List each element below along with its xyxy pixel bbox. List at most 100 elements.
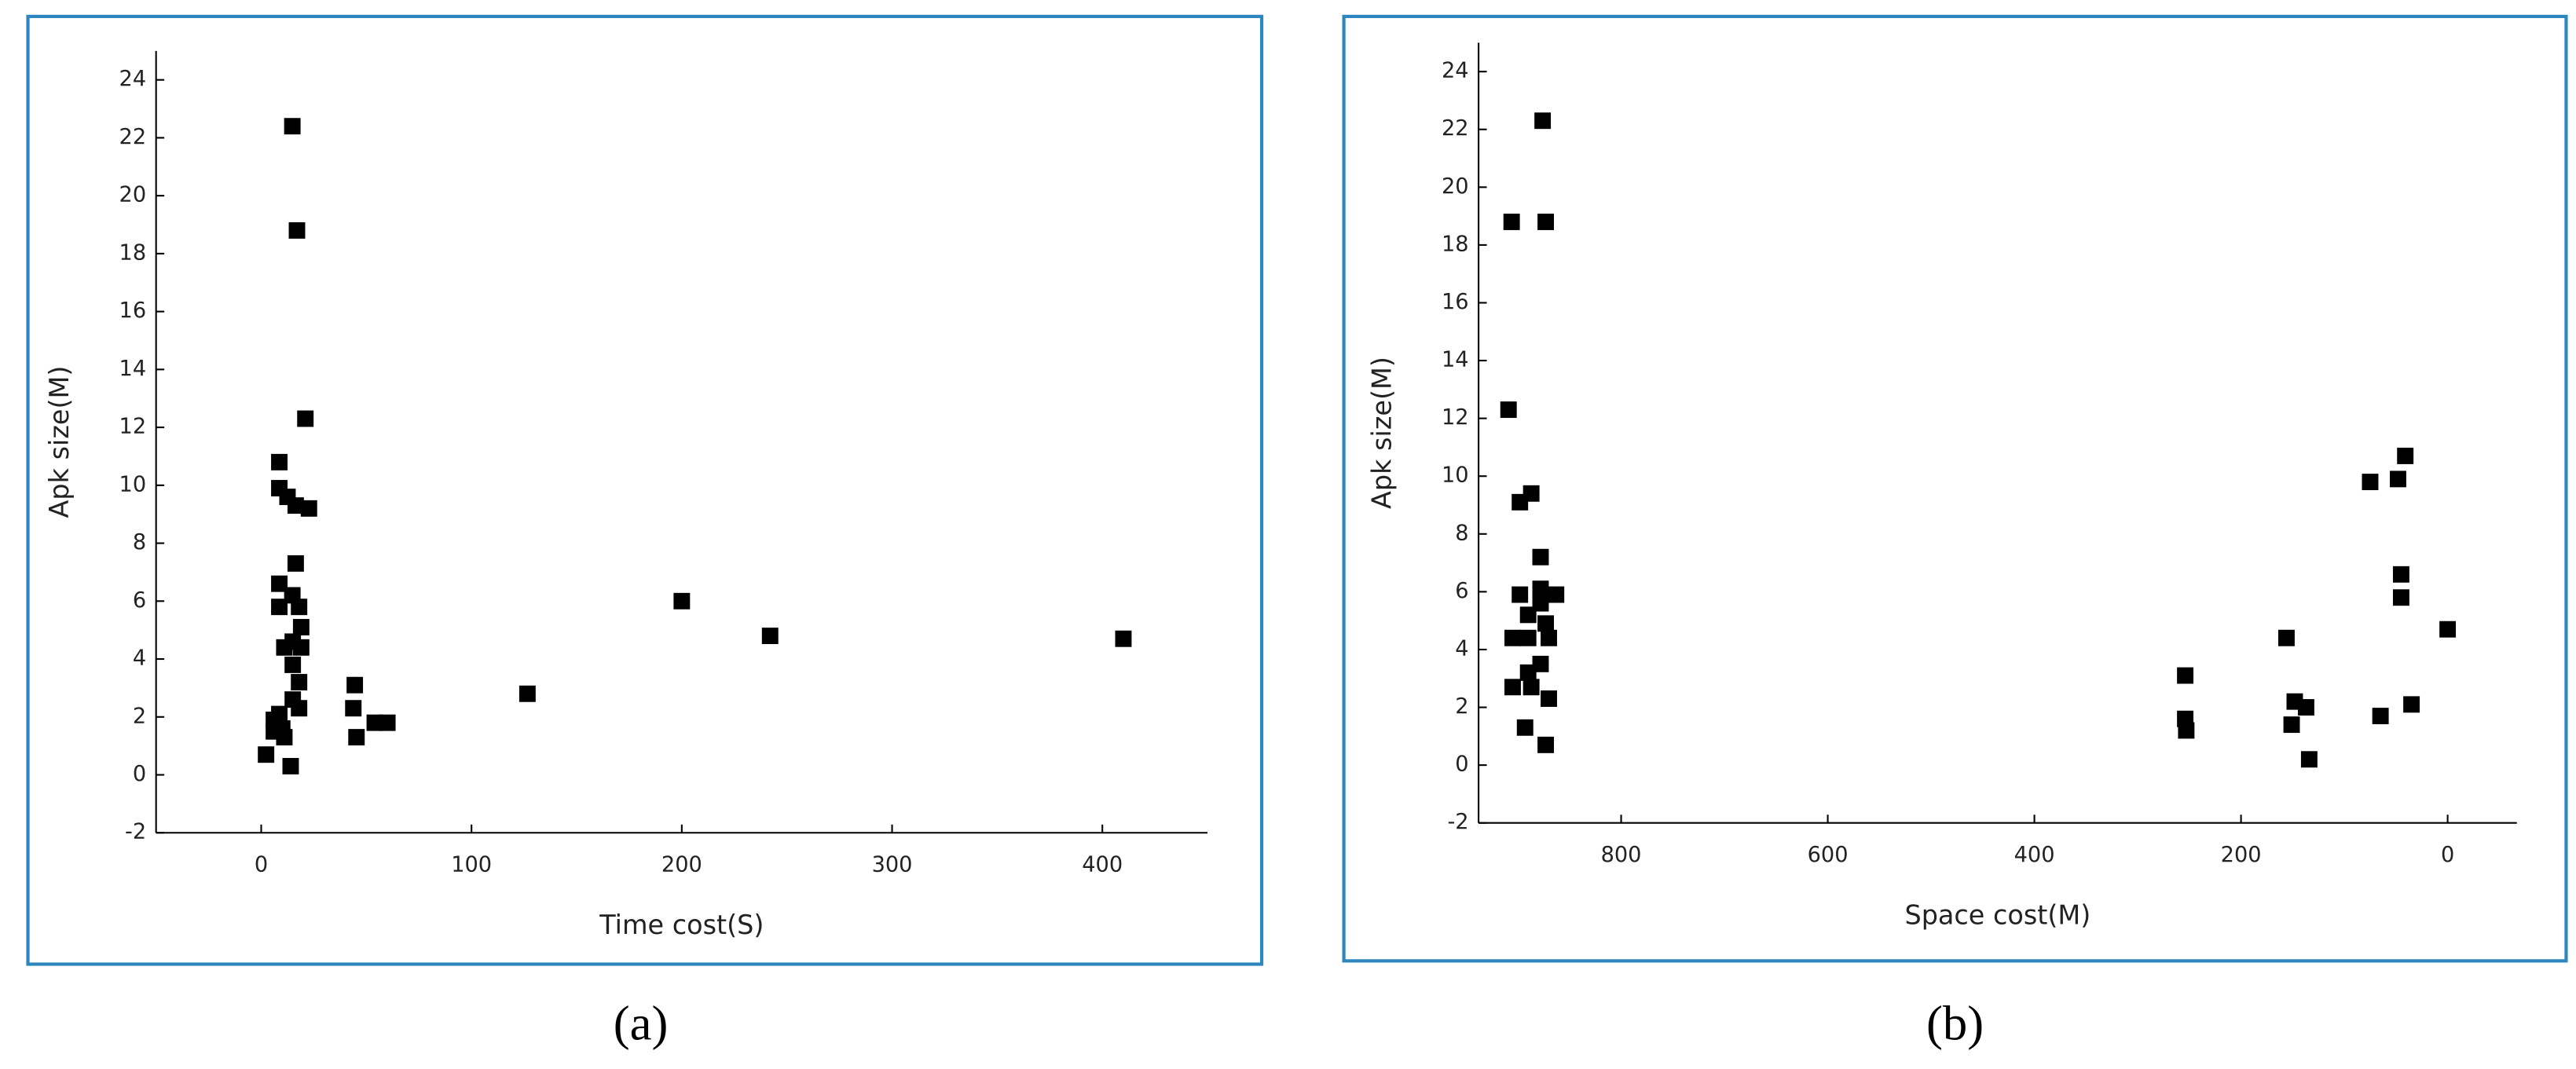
point [2390, 470, 2406, 488]
caption: (a) [614, 995, 669, 1050]
y-tick-label: 12 [1442, 405, 1469, 430]
point [366, 714, 383, 731]
x-tick-label: 600 [1808, 843, 1849, 867]
point [1519, 629, 1537, 646]
y-axis-title: Apk size(M) [44, 366, 75, 518]
point [1548, 586, 1565, 603]
point [271, 575, 288, 592]
point [1523, 485, 1540, 502]
y-tick-label: 2 [133, 704, 146, 728]
x-tick-label: 200 [2221, 843, 2262, 867]
y-tick-label: 18 [119, 240, 147, 265]
y-tick-label: 6 [1455, 579, 1468, 603]
y-tick-label: -2 [1447, 810, 1468, 834]
point [1532, 655, 1549, 672]
point [276, 639, 293, 656]
y-tick-label: 10 [119, 472, 147, 496]
point [1519, 606, 1537, 624]
y-tick-label: 22 [1442, 116, 1469, 141]
point [1534, 112, 1552, 130]
point [346, 676, 364, 694]
y-tick-label: 0 [1455, 752, 1468, 777]
y-tick-label: 24 [1442, 59, 1469, 83]
point [258, 746, 275, 763]
point [1503, 214, 1520, 230]
point [291, 599, 308, 616]
point [300, 500, 317, 517]
point [2178, 722, 2195, 739]
y-tick-label: 20 [1442, 174, 1469, 199]
point [2392, 566, 2409, 583]
point [284, 656, 302, 673]
point [1532, 595, 1549, 612]
point [345, 700, 362, 717]
point [1541, 690, 1557, 707]
point [2397, 448, 2414, 464]
y-tick-label: 4 [1455, 636, 1468, 661]
point [2362, 474, 2379, 491]
point [1519, 664, 1537, 681]
point [1537, 214, 1555, 230]
point [291, 674, 308, 690]
y-tick-label: 8 [1455, 521, 1468, 545]
point [1537, 736, 1555, 753]
y-tick-label: 10 [1442, 463, 1469, 488]
caption: (b) [1926, 995, 1984, 1050]
y-tick-label: 4 [133, 646, 146, 671]
point [282, 757, 299, 774]
y-tick-label: 2 [1455, 694, 1468, 719]
point [379, 714, 396, 731]
x-tick-label: 300 [872, 853, 913, 877]
y-tick-label: 22 [119, 125, 147, 149]
x-tick-label: 400 [1082, 853, 1123, 877]
point [2439, 621, 2457, 638]
point [518, 685, 536, 702]
point [761, 628, 779, 644]
y-tick-label: 6 [133, 588, 146, 613]
point [2403, 696, 2420, 713]
point [1500, 401, 1517, 419]
point [348, 729, 365, 746]
point [1504, 629, 1521, 646]
y-tick-label: 0 [133, 762, 146, 786]
point [292, 619, 310, 635]
point [1532, 580, 1549, 598]
y-tick-label: 12 [119, 415, 147, 439]
y-tick-label: -2 [125, 820, 146, 844]
point [1512, 586, 1529, 603]
point [2297, 699, 2314, 716]
point [276, 729, 293, 746]
x-axis-title: Time cost(S) [599, 910, 764, 940]
point [287, 497, 304, 514]
x-tick-label: 800 [1601, 843, 1642, 867]
point [1532, 548, 1549, 566]
point [297, 410, 314, 427]
point [291, 700, 308, 717]
point [271, 453, 288, 470]
x-tick-label: 100 [451, 853, 492, 877]
point [2392, 589, 2409, 606]
point [284, 118, 301, 135]
y-tick-label: 14 [119, 357, 147, 381]
point [673, 592, 691, 610]
point [292, 639, 310, 656]
point [271, 599, 288, 616]
point [2278, 629, 2295, 646]
x-axis-title: Space cost(M) [1904, 899, 2090, 930]
point [1504, 679, 1521, 696]
point [288, 221, 306, 239]
y-tick-label: 14 [1442, 348, 1469, 372]
point [2283, 716, 2300, 734]
point [1523, 679, 1540, 696]
y-tick-label: 24 [119, 67, 147, 91]
y-tick-label: 18 [1442, 232, 1469, 256]
point [1516, 719, 1534, 736]
y-tick-label: 8 [133, 530, 146, 555]
y-axis-title: Apk size(M) [1366, 357, 1397, 509]
point [2177, 667, 2194, 684]
point [2372, 708, 2389, 725]
y-tick-label: 20 [119, 183, 147, 207]
